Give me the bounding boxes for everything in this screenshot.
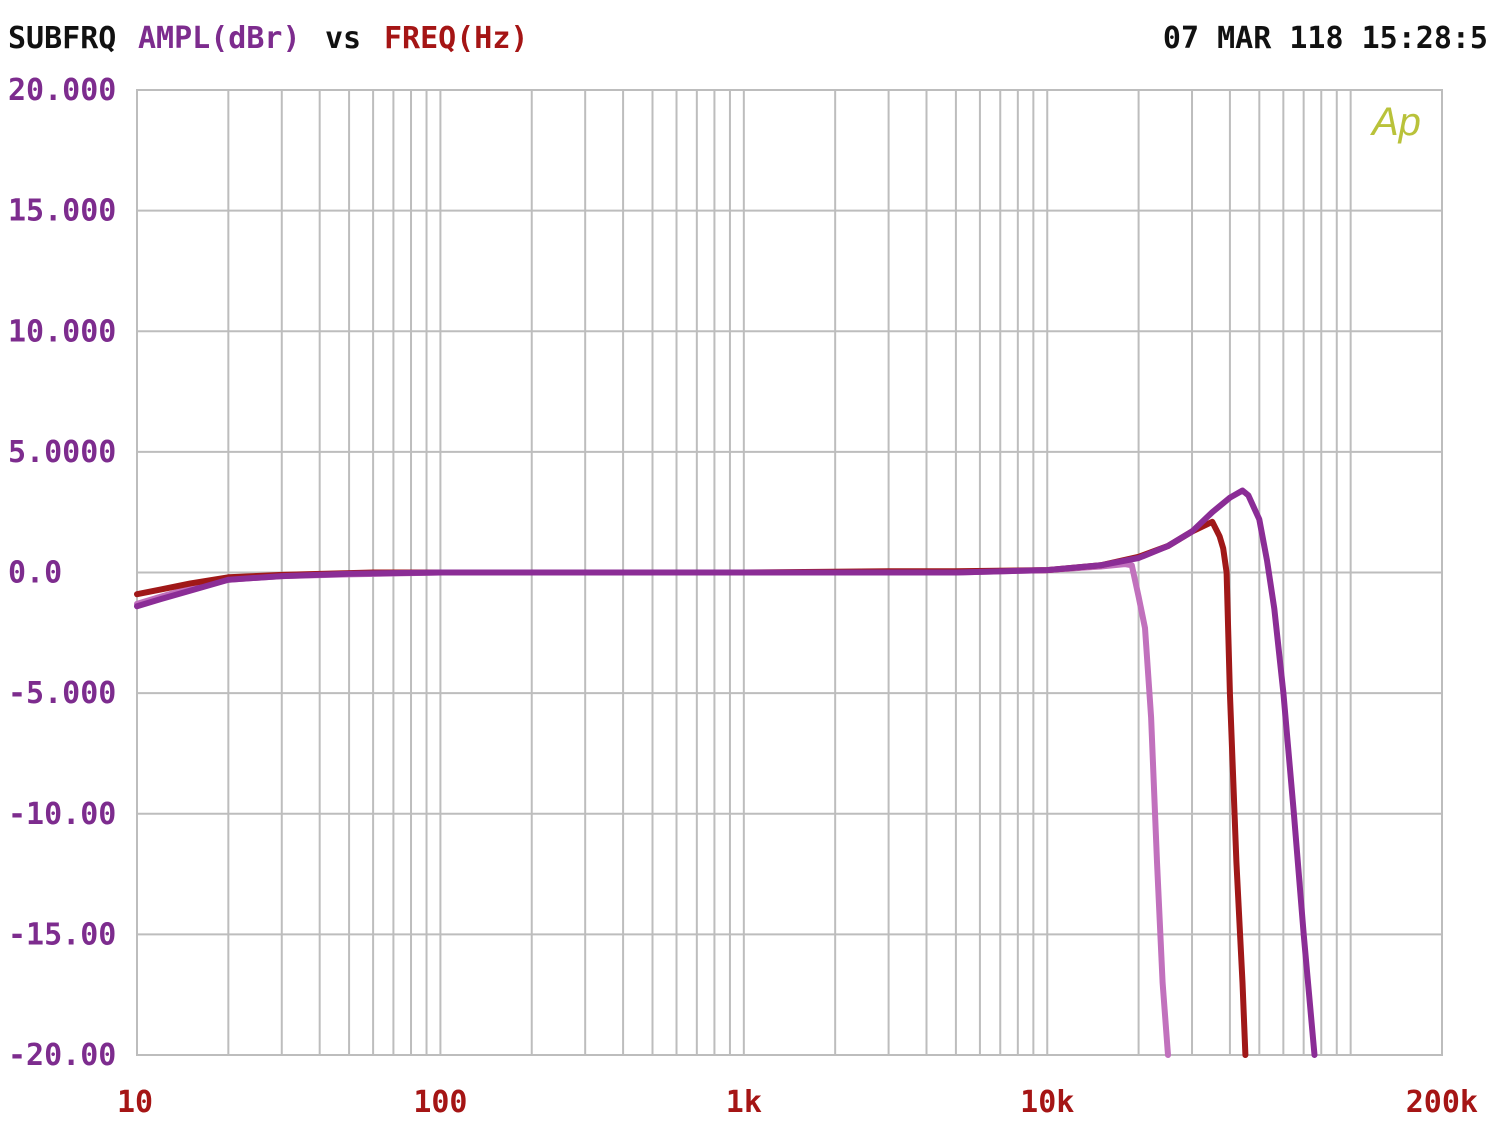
header-y-quantity: AMPL(dBr) (138, 21, 301, 56)
y-tick-label: -15.00 (8, 917, 116, 952)
header-versus: vs (325, 21, 361, 56)
plot-frame (136, 89, 1443, 1056)
y-tick-label: 15.000 (8, 194, 116, 229)
y-tick-label: -10.00 (8, 797, 116, 832)
series-line-3 (134, 487, 1318, 1058)
x-tick-label: 200k (1406, 1085, 1478, 1120)
x-tick-label: 10k (1020, 1085, 1074, 1120)
y-tick-label: 10.000 (8, 314, 116, 349)
x-tick-label: 100 (413, 1085, 467, 1120)
header-prefix: SUBFRQ (8, 21, 116, 56)
x-axis-ticks: 10 100 1k 10k 200k (117, 1085, 1478, 1120)
x-tick-label: 10 (117, 1085, 153, 1120)
y-tick-label: -20.00 (8, 1038, 116, 1073)
y-tick-label: 5.0000 (8, 435, 116, 470)
y-axis-ticks: 20.000 15.000 10.000 5.0000 0.0 -5.000 -10.00 -… (8, 73, 116, 1073)
header: SUBFRQ AMPL(dBr) vs FREQ(Hz) 07 MAR 118 … (8, 21, 1488, 56)
y-tick-label: -5.000 (8, 676, 116, 711)
x-tick-label: 1k (726, 1085, 762, 1120)
series-group (134, 487, 1318, 1058)
header-timestamp: 07 MAR 118 15:28:5 (1163, 21, 1488, 56)
y-tick-label: 0.0 (8, 556, 62, 591)
ap-logo: Ap (1370, 100, 1421, 144)
y-tick-label: 20.000 (8, 73, 116, 108)
header-x-quantity: FREQ(Hz) (384, 21, 529, 56)
